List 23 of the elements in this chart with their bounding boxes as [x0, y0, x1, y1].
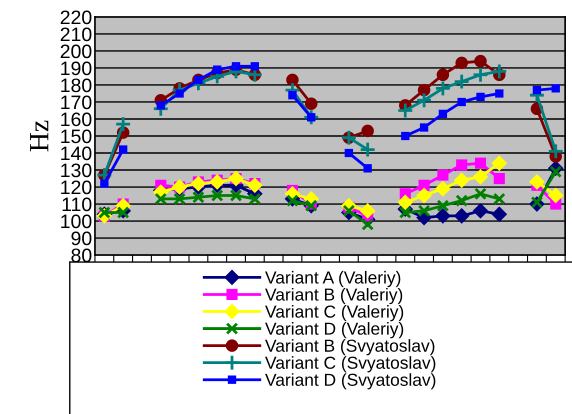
y-tick-label: 110 [62, 197, 92, 212]
legend-label: Variant B (Valeriy) [265, 288, 402, 304]
y-tick-label: 220 [60, 10, 92, 24]
y-tick-label: 90 [71, 231, 92, 246]
legend-label: Variant D (Valeriy) [265, 322, 404, 338]
y-tick-label: 180 [61, 78, 92, 92]
y-tick-label: 120 [61, 180, 92, 194]
y-tick-label: 100 [61, 214, 92, 228]
y-tick-label: 190 [61, 61, 92, 76]
y-tick-label: 170 [61, 95, 92, 110]
y-tick-label: 130 [61, 163, 92, 178]
legend-label: Variant B (Svyatoslav) [265, 339, 434, 356]
y-tick-label: 200 [60, 44, 92, 58]
legend-label: Variant D (Svyatoslav) [265, 373, 436, 390]
y-tick-label: 150 [61, 129, 92, 144]
y-tick-label: 210 [60, 27, 92, 42]
y-tick-label: 140 [61, 146, 92, 160]
y-axis-title: Hz [30, 120, 48, 152]
legend-label: Variant A (Valeriy) [265, 270, 400, 288]
y-tick-label: 80 [71, 248, 92, 262]
legend-label: Variant C (Valeriy) [265, 305, 404, 322]
legend-label: Variant C (Svyatoslav) [265, 356, 436, 372]
y-tick-label: 160 [61, 112, 92, 126]
